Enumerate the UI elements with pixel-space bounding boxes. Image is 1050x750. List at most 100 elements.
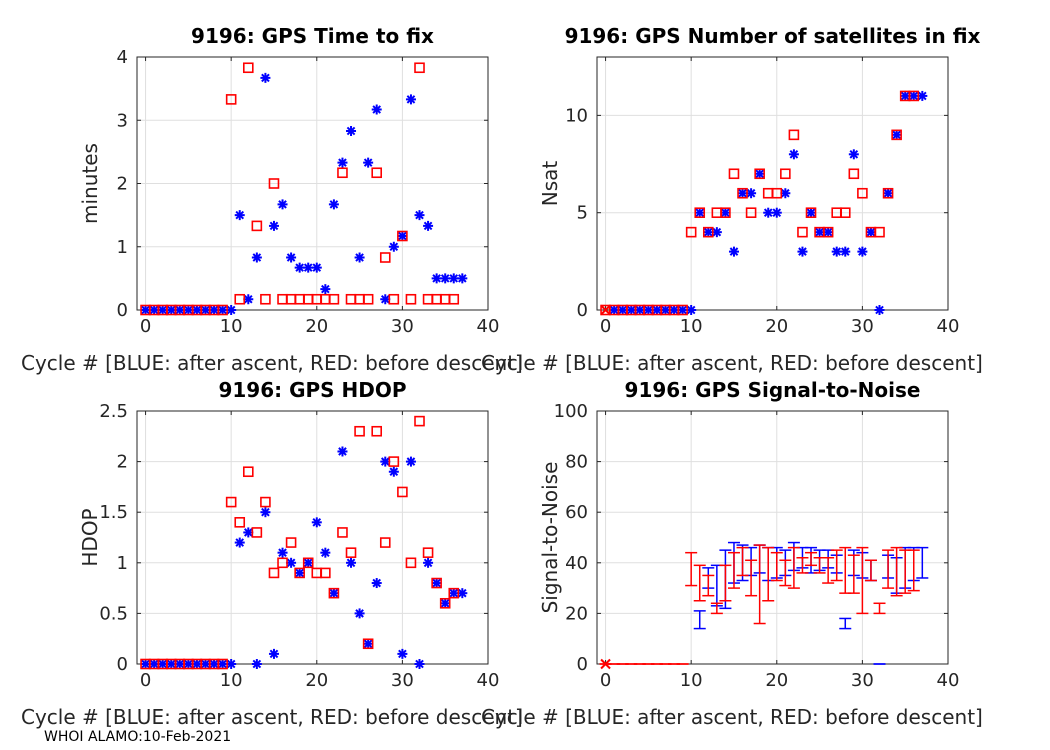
- red-square-marker: [788, 129, 800, 141]
- red-square-marker: [397, 486, 408, 498]
- blue-asterisk-marker: [423, 220, 434, 231]
- red-errorbar: [779, 559, 792, 587]
- red-errorbar: [890, 546, 903, 597]
- blue-errorbar: [839, 617, 852, 630]
- blue-asterisk-marker: [346, 126, 357, 137]
- red-square-marker: [379, 537, 391, 548]
- blue-asterisk-marker: [448, 588, 459, 599]
- chart-panel-2: 0 10 20 30 40 0 5 10 9196: GPS Number of satelli…: [481, 24, 983, 375]
- red-errorbar: [805, 551, 818, 567]
- red-errorbar: [864, 559, 877, 582]
- blue-asterisk-marker: [277, 547, 288, 558]
- red-square-marker: [754, 168, 765, 180]
- red-square-marker: [337, 167, 348, 179]
- red-errorbar: [847, 554, 860, 594]
- red-errorbar: [745, 559, 758, 597]
- red-square-marker: [371, 425, 383, 437]
- axes-box: [596, 410, 949, 665]
- blue-asterisk-marker: [737, 188, 748, 199]
- x-tick-label: 30: [851, 316, 874, 337]
- blue-asterisk-marker: [217, 305, 228, 315]
- x-tick-label: 0: [600, 316, 611, 337]
- blue-asterisk-marker: [388, 466, 399, 477]
- red-square-marker: [345, 547, 357, 558]
- blue-asterisk-marker: [754, 168, 765, 179]
- red-errorbar: [753, 544, 766, 625]
- blue-asterisk-marker: [883, 188, 894, 199]
- y-axis-label: Nsat: [538, 161, 562, 207]
- red-errorbar: [873, 602, 886, 615]
- red-square-marker: [685, 226, 697, 238]
- red-square-marker: [405, 557, 417, 569]
- blue-asterisk-marker: [311, 517, 322, 528]
- x-tick-label: 0: [600, 670, 611, 691]
- red-square-marker: [337, 527, 348, 538]
- blue-asterisk-marker: [286, 252, 297, 263]
- red-square-marker: [362, 293, 374, 305]
- x-tick-label: 40: [477, 316, 500, 337]
- blue-asterisk-marker: [371, 578, 382, 589]
- y-tick-label: 0: [577, 654, 588, 675]
- y-tick-label: 2: [117, 452, 128, 473]
- blue-asterisk-marker: [848, 149, 859, 160]
- y-tick-label: 0: [117, 300, 128, 321]
- y-tick-label: 1: [117, 553, 128, 574]
- red-square-marker: [397, 230, 408, 242]
- y-axis-label: Signal-to-Noise: [538, 462, 562, 614]
- blue-asterisk-marker: [337, 157, 348, 168]
- blue-asterisk-marker: [448, 273, 459, 284]
- blue-asterisk-marker: [380, 456, 391, 467]
- red-square-marker: [251, 527, 263, 538]
- red-square-marker: [320, 567, 331, 579]
- red-errorbar: [882, 549, 895, 589]
- red-square-marker: [328, 587, 340, 599]
- red-square-marker: [242, 466, 254, 478]
- x-tick-label: 30: [391, 670, 414, 691]
- blue-asterisk-marker: [874, 305, 885, 315]
- red-square-marker: [431, 577, 442, 589]
- x-tick-label: 30: [851, 670, 874, 691]
- y-tick-label: 20: [565, 603, 588, 624]
- x-tick-label: 20: [765, 316, 788, 337]
- blue-asterisk-marker: [311, 262, 322, 273]
- red-errorbar: [719, 564, 732, 602]
- chart-title: 9196: GPS Time to fix: [191, 24, 434, 48]
- blue-asterisk-marker: [268, 648, 279, 659]
- y-tick-label: 10: [565, 105, 588, 126]
- blue-asterisk-marker: [397, 230, 408, 241]
- red-errorbar: [736, 546, 749, 577]
- x-tick-label: 10: [680, 670, 703, 691]
- red-square-marker: [908, 90, 920, 102]
- blue-asterisk-marker: [397, 648, 408, 659]
- x-axis-label: Cycle # [BLUE: after ascent, RED: before…: [481, 351, 983, 375]
- blue-asterisk-marker: [363, 157, 374, 168]
- red-errorbar: [685, 551, 698, 587]
- blue-asterisk-marker: [294, 262, 305, 273]
- red-square-marker: [771, 187, 783, 199]
- y-tick-label: 2.5: [99, 401, 128, 422]
- red-errorbar: [693, 564, 706, 602]
- red-square-marker: [225, 496, 237, 508]
- y-axis-label: minutes: [78, 143, 102, 224]
- axes-box: [136, 410, 489, 665]
- blue-asterisk-marker: [771, 207, 782, 218]
- red-square-marker: [328, 293, 340, 305]
- y-tick-label: 60: [565, 502, 588, 523]
- chart-title: 9196: GPS Number of satellites in fix: [565, 24, 981, 48]
- red-square-marker: [268, 178, 280, 189]
- plot-area: [137, 411, 488, 664]
- red-square-marker: [285, 537, 297, 548]
- red-square-marker: [677, 304, 688, 316]
- chart-panel-1: 0 10 20 30 40 0 1 2 3 4 9196: GPS Time to fix Cycle…: [21, 24, 523, 375]
- red-square-marker: [737, 187, 748, 199]
- data-layer: [140, 62, 468, 316]
- data-layer: [600, 90, 928, 316]
- y-tick-label: 3: [117, 110, 128, 131]
- x-axis-label: Cycle # [BLUE: after ascent, RED: before…: [481, 705, 983, 729]
- blue-asterisk-marker: [320, 284, 331, 295]
- red-square-marker: [362, 638, 374, 650]
- red-square-marker: [857, 187, 868, 199]
- red-errorbar: [770, 551, 783, 582]
- x-tick-label: 40: [477, 670, 500, 691]
- red-square-marker: [225, 94, 237, 105]
